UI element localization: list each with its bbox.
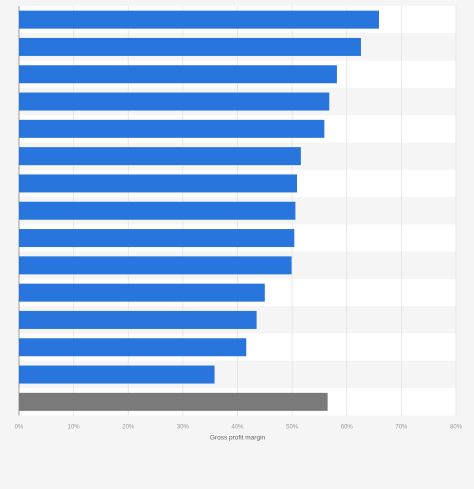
bar[interactable] (19, 37, 361, 56)
bar[interactable] (19, 92, 330, 111)
x-tick-label: 40% (231, 425, 244, 431)
bars (19, 10, 379, 411)
bar[interactable] (19, 310, 257, 329)
x-tick-label: 60% (341, 425, 354, 431)
bar[interactable] (19, 10, 379, 29)
bar[interactable] (19, 338, 247, 357)
bar[interactable] (19, 119, 325, 138)
bar[interactable] (19, 229, 295, 248)
bar[interactable] (19, 392, 328, 411)
x-tick-label: 30% (177, 425, 190, 431)
x-tick-label: 50% (286, 425, 299, 431)
x-tick-label: 80% (450, 425, 463, 431)
x-tick-label: 10% (68, 425, 81, 431)
bar[interactable] (19, 147, 301, 166)
bar[interactable] (19, 174, 298, 193)
x-tick-label: 20% (122, 425, 135, 431)
bar[interactable] (19, 365, 215, 384)
bar[interactable] (19, 256, 292, 275)
x-tick-label: 0% (15, 425, 24, 431)
bar[interactable] (19, 65, 337, 84)
x-axis-ticks: 0% 10% 20% 30% 40% 50% 60% 70% 80% (15, 425, 463, 431)
bar[interactable] (19, 201, 296, 220)
x-tick-label: 70% (395, 425, 408, 431)
bar[interactable] (19, 283, 265, 302)
x-axis-title: Gross profit margin (210, 435, 266, 442)
